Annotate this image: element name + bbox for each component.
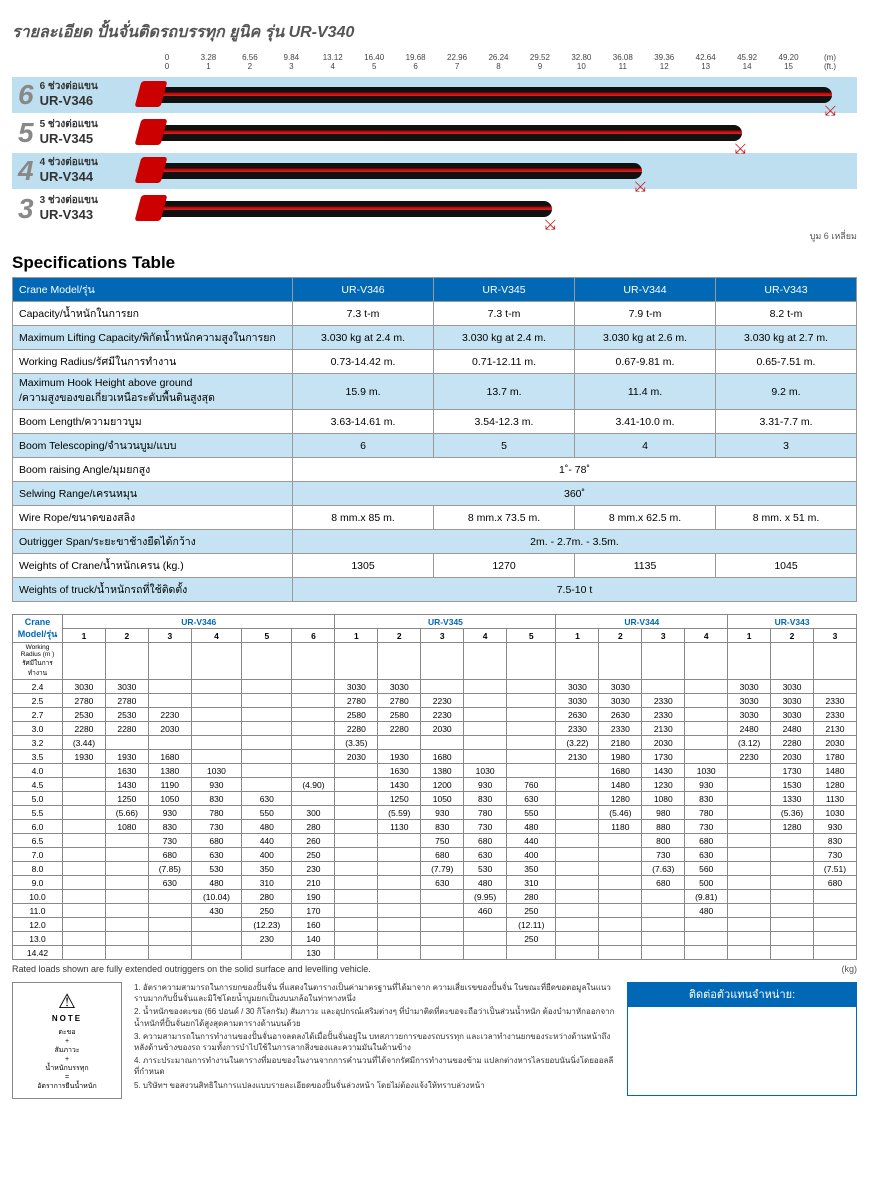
- dealer-box: ติดต่อตัวแทนจำหน่าย:: [627, 982, 857, 1099]
- ruler-m: 003.2816.5629.84313.12416.40519.68622.96…: [152, 53, 845, 71]
- boom-diagram: 66 ช่วงต่อแขนUR-V346⤩55 ช่วงต่อแขนUR-V34…: [12, 77, 857, 227]
- page-title: รายละเอียด ปั้นจั่นติดรถบรรทุก ยูนิค รุ่…: [12, 20, 857, 45]
- load-footnote: Rated loads shown are fully extended out…: [12, 964, 857, 974]
- boom-row: 66 ช่วงต่อแขนUR-V346⤩: [12, 77, 857, 113]
- note-box: ⚠ NOTE ตะขอ + สัมภาวะ + น้ำหนักบรรทุก = …: [12, 982, 122, 1099]
- spec-title: Specifications Table: [12, 253, 857, 273]
- warning-icon: ⚠: [19, 989, 115, 1014]
- spec-table: Crane Model/รุ่นUR-V346UR-V345UR-V344UR-…: [12, 277, 857, 602]
- load-table: Crane Model/รุ่นUR-V346UR-V345UR-V344UR-…: [12, 614, 857, 960]
- boom-row: 55 ช่วงต่อแขนUR-V345⤩: [12, 115, 857, 151]
- boom-row: 33 ช่วงต่อแขนUR-V343⤩: [12, 191, 857, 227]
- boom-profile-note: บูม 6 เหลี่ยม: [12, 229, 857, 243]
- boom-row: 44 ช่วงต่อแขนUR-V344⤩: [12, 153, 857, 189]
- notes-list: 1. อัตราความสามารถในการยกของปั้นจั่น ที่…: [134, 982, 615, 1099]
